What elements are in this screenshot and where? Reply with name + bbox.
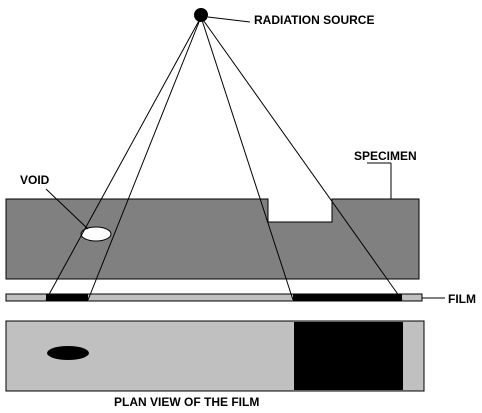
plan-view-label: PLAN VIEW OF THE FILM	[114, 395, 259, 409]
void-leader	[45, 188, 89, 230]
plan-view-exposed-region	[294, 322, 403, 390]
film-exposed-notch-region	[293, 294, 402, 301]
ray-line	[45, 16, 202, 301]
radiation-rays	[45, 16, 403, 301]
specimen-block	[5, 198, 420, 280]
radiation-source-leader	[207, 16, 251, 23]
radiation-source-label: RADIATION SOURCE	[254, 13, 374, 27]
radiation-source-dot	[194, 8, 208, 22]
film-label: FILM	[448, 292, 476, 306]
plan-view-void-image	[47, 346, 89, 360]
ray-line	[200, 16, 294, 301]
specimen-label: SPECIMEN	[354, 149, 417, 163]
film-exposed-void-region	[46, 294, 88, 301]
void-ellipse	[80, 226, 112, 242]
ray-line	[87, 16, 202, 301]
ray-line	[200, 16, 403, 301]
void-label: VOID	[20, 173, 50, 187]
